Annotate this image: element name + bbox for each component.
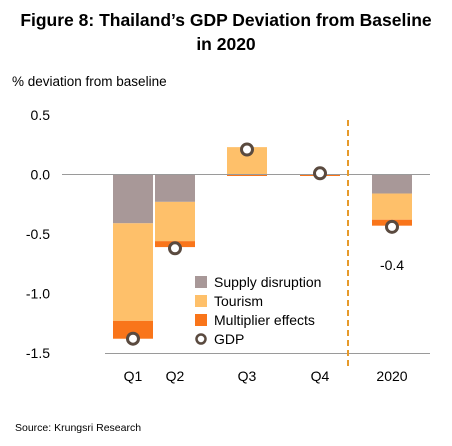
gdp-marker-q4 (313, 166, 327, 181)
y-tick-label: -1.5 (26, 345, 50, 361)
y-tick-label: -0.5 (26, 226, 50, 242)
y-tick-label: 0.5 (31, 107, 51, 123)
bar-tourism-q1 (113, 223, 153, 321)
y-tick-label: 0.0 (31, 167, 51, 183)
gdp-marker-2020 (385, 219, 399, 234)
legend-swatch-multiplier-effects (195, 314, 207, 326)
bar-multiplier-effects-q3 (227, 174, 267, 176)
bar-supply-disruption-q1 (113, 174, 153, 224)
chart-title: Figure 8: Thailand’s GDP Deviation from … (0, 8, 452, 56)
x-tick-label: Q4 (311, 368, 330, 384)
gdp-marker-q1 (126, 331, 140, 346)
bar-supply-disruption-2020 (372, 174, 412, 194)
y-axis-label: % deviation from baseline (12, 74, 167, 89)
bar-supply-disruption-q2 (155, 174, 195, 202)
gdp-marker-q3 (240, 142, 254, 157)
legend-label-gdp: GDP (214, 331, 244, 347)
x-tick-label: Q1 (124, 368, 143, 384)
legend-swatch-supply-disruption (195, 276, 207, 288)
legend-swatch-tourism (195, 295, 207, 307)
source-note: Source: Krungsri Research (15, 422, 142, 434)
gdp-annotation-label: -0.4 (380, 257, 404, 273)
bar-multiplier-effects-q1 (113, 320, 153, 339)
bar-tourism-q2 (155, 201, 195, 242)
legend-swatch-gdp (195, 333, 207, 345)
chart-title-line-1: Figure 8: Thailand’s GDP Deviation from … (20, 10, 432, 30)
legend-label-supply-disruption: Supply disruption (214, 274, 321, 290)
bar-tourism-2020 (372, 193, 412, 220)
chart-title-line-2: in 2020 (196, 34, 256, 54)
x-tick-label: Q3 (238, 368, 257, 384)
x-tick-label: 2020 (376, 368, 407, 384)
legend-label-tourism: Tourism (214, 293, 263, 309)
legend-label-multiplier-effects: Multiplier effects (214, 312, 315, 328)
gdp-marker-q2 (168, 241, 182, 256)
x-tick-label: Q2 (166, 368, 185, 384)
y-tick-label: -1.0 (26, 286, 50, 302)
